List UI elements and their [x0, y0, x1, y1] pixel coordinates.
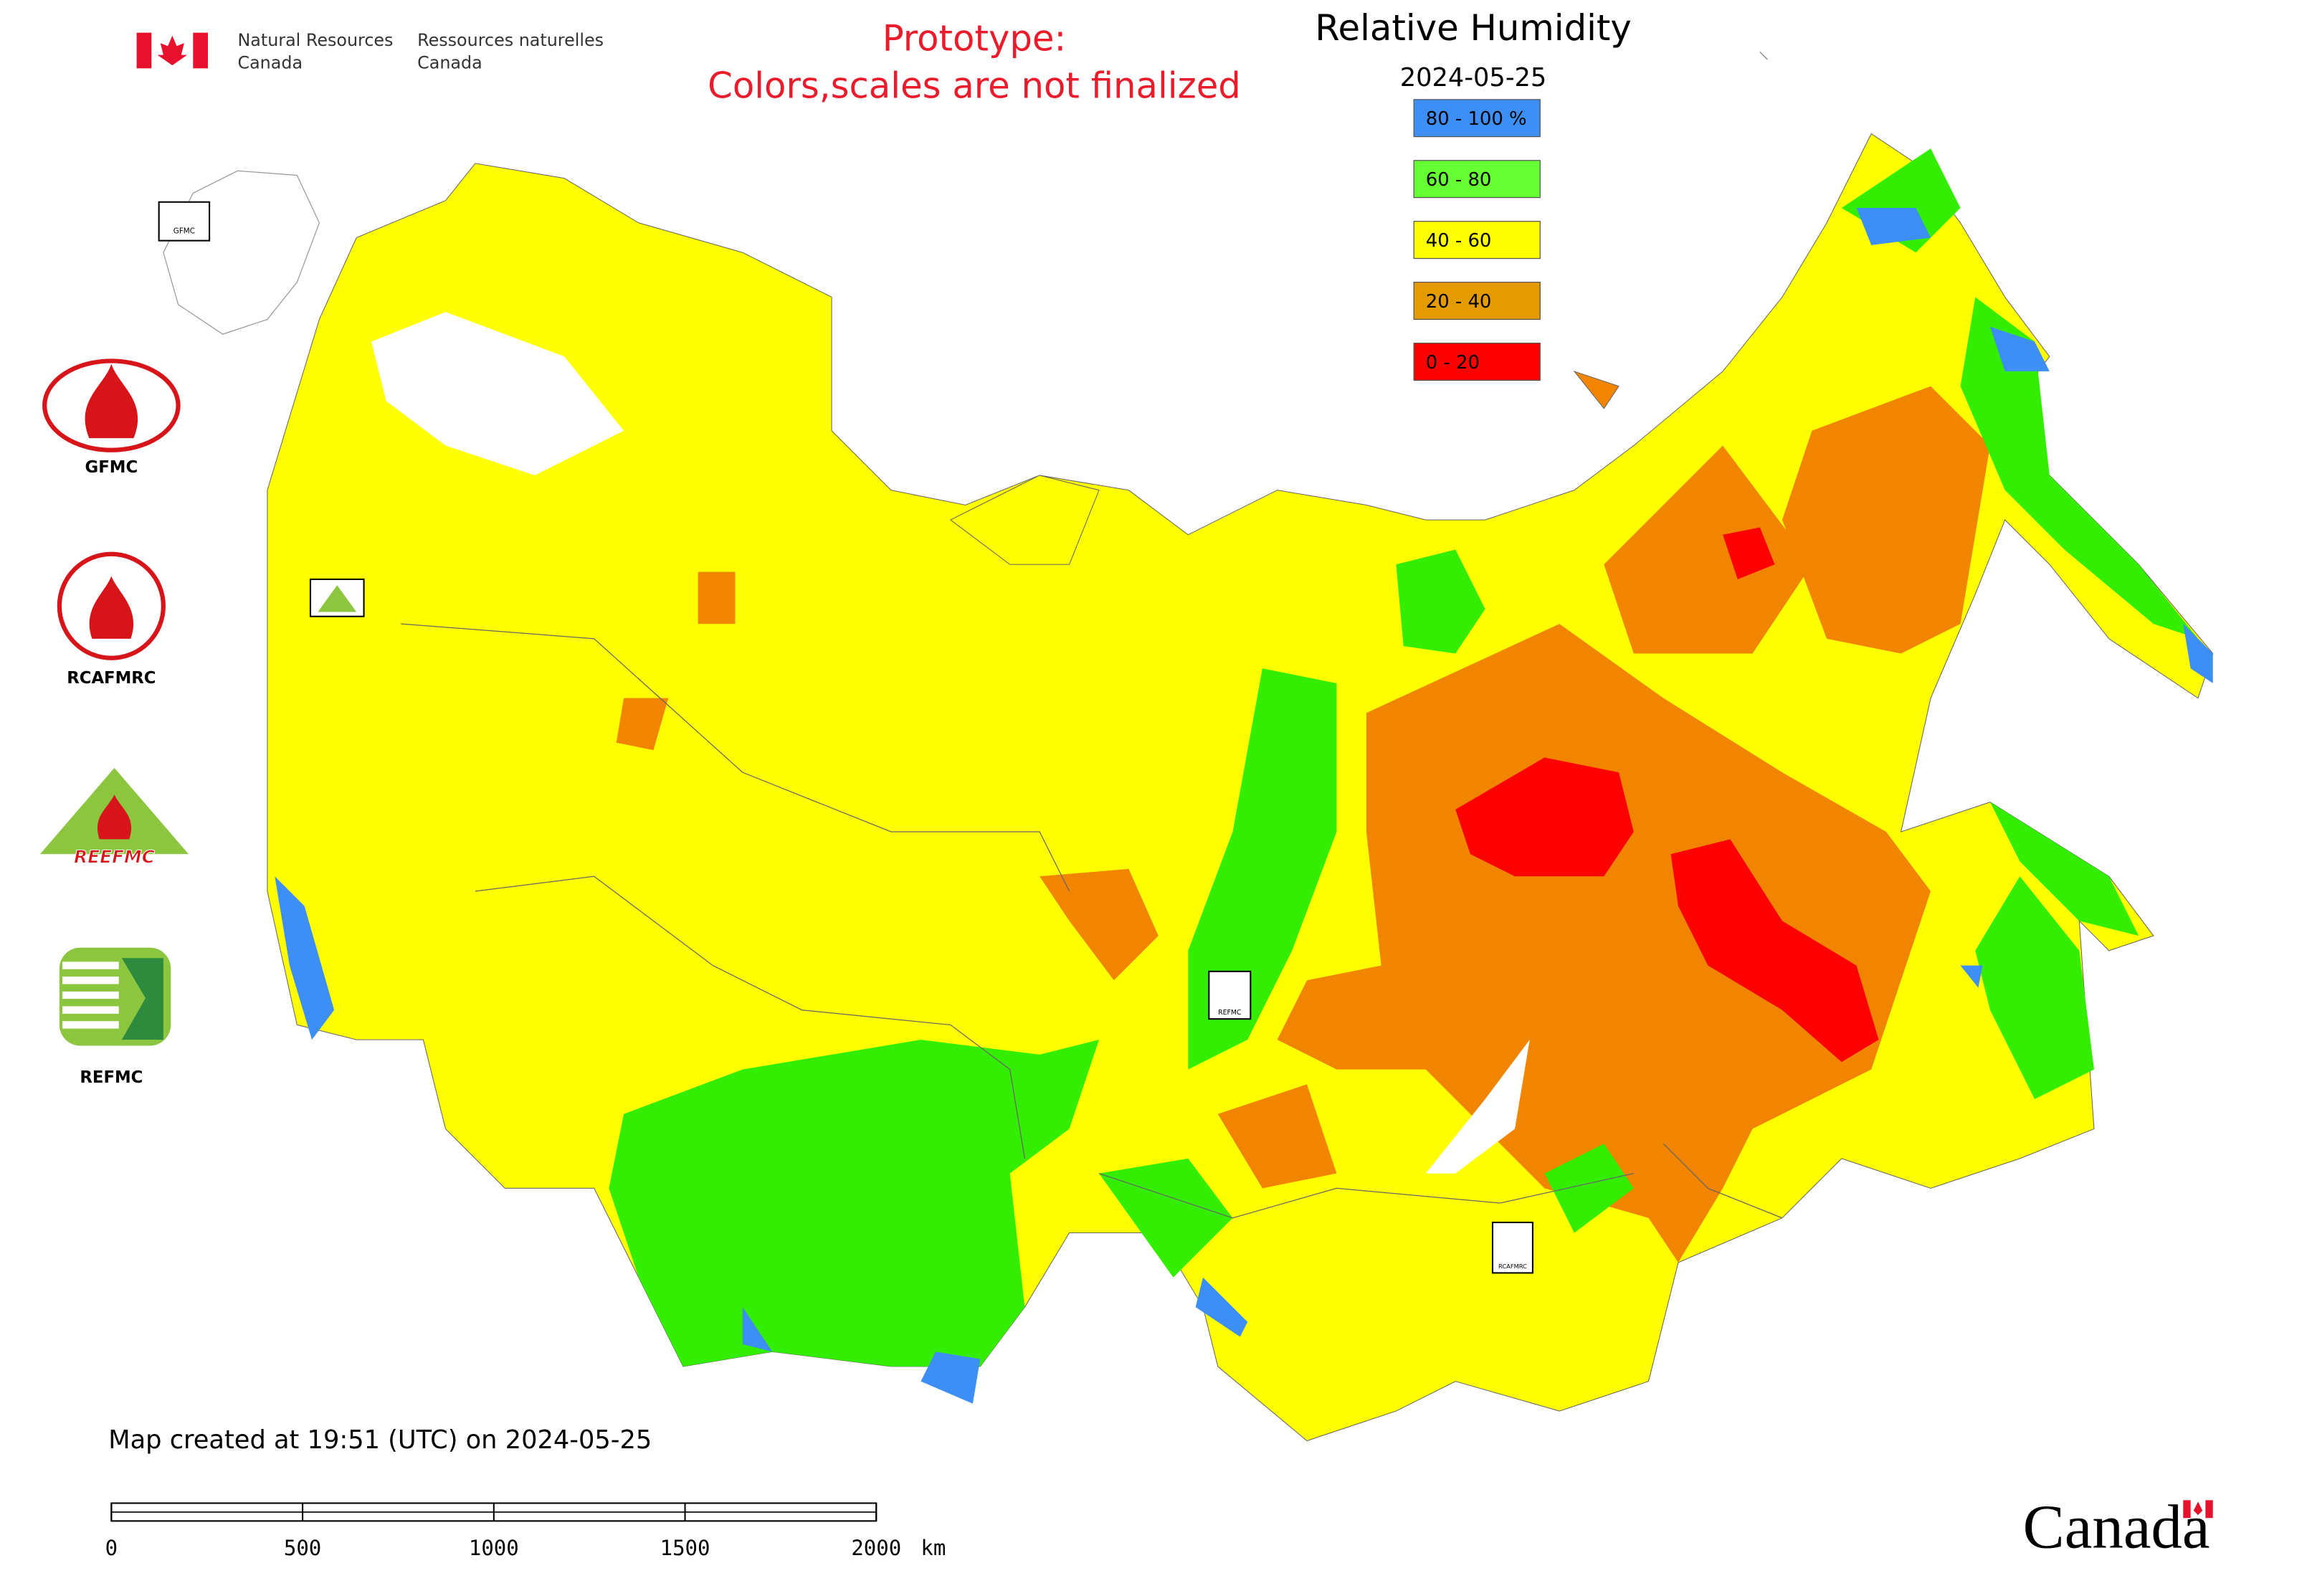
- legend-label: 40 - 60: [1426, 230, 1492, 252]
- logos: GFMC RCAFMRC REEFMC REFMC: [39, 358, 189, 1087]
- logo-label: GFMC: [85, 458, 138, 477]
- map-title: Relative Humidity: [1315, 7, 1632, 49]
- notice: Colors,scales are not finalized: [708, 65, 1241, 107]
- logo-flame: [97, 794, 132, 840]
- scandinavia-outline: [163, 170, 320, 335]
- marker-label: REFMC: [1218, 1009, 1241, 1017]
- legend-label: 0 - 20: [1426, 352, 1480, 374]
- lake: [371, 312, 624, 475]
- scale-label: 0: [105, 1536, 118, 1560]
- marker-box: [1208, 970, 1252, 1020]
- flag-bar: [2205, 1500, 2213, 1519]
- wordmark-flag: [2183, 1500, 2213, 1519]
- logo-stripes: [62, 961, 119, 1029]
- logo-sigma: [121, 958, 163, 1040]
- scale-label: 2000: [851, 1536, 901, 1560]
- legend-swatch: [1413, 221, 1541, 260]
- flag-bar: [136, 32, 152, 69]
- legend-swatch: [1413, 282, 1541, 320]
- marker-box: [158, 201, 211, 242]
- legend-swatch: [1413, 160, 1541, 199]
- scale-label: 1500: [660, 1536, 710, 1560]
- logo-flame: [85, 364, 138, 439]
- creation-note: Map created at 19:51 (UTC) on 2024-05-25: [108, 1425, 652, 1455]
- map: [163, 52, 2214, 1442]
- marker-box: [1491, 1221, 1533, 1274]
- legend-label: 80 - 100 %: [1426, 108, 1527, 130]
- scale-label: 1000: [469, 1536, 519, 1560]
- department-en: Natural Resources: [237, 30, 393, 50]
- scale-label: 500: [284, 1536, 321, 1560]
- legend-swatch: [1413, 342, 1541, 381]
- marker-label: GFMC: [173, 227, 195, 235]
- nrcan-signature: Natural Resources Canada Ressources natu…: [136, 30, 604, 72]
- department-en: Canada: [237, 52, 303, 72]
- logo-label: REEFMC: [74, 847, 155, 868]
- island: [1573, 52, 1768, 409]
- legend-swatch: [1413, 99, 1541, 138]
- map-date: 2024-05-25: [1400, 63, 1547, 92]
- dry-region: [616, 386, 1990, 1263]
- border: [401, 623, 1783, 1219]
- canada-wordmark: Canada: [2023, 1492, 2210, 1562]
- scale-unit: km: [921, 1536, 946, 1560]
- legend-label: 20 - 40: [1426, 291, 1492, 313]
- maple-leaf: [157, 35, 188, 66]
- department-fr: Ressources naturelles: [417, 30, 604, 50]
- marker-label: RCAFMRC: [1498, 1263, 1527, 1270]
- humid-region: [609, 148, 2198, 1367]
- scale-bar: 0 500 1000 1500 2000 km: [105, 1502, 946, 1560]
- flag-bar: [193, 32, 209, 69]
- maple-leaf: [2193, 1501, 2203, 1516]
- lake-baikal: [1425, 1040, 1530, 1174]
- centre-markers: GFMC REFMC RCAFMRC: [158, 201, 1533, 1274]
- department-fr: Canada: [417, 52, 482, 72]
- legend-label: 60 - 80: [1426, 169, 1492, 191]
- logo-label: RCAFMRC: [67, 669, 156, 688]
- marker-logo: [318, 585, 357, 612]
- legend: 80 - 100 % 60 - 80 40 - 60 20 - 40 0 - 20: [1413, 99, 1541, 381]
- island: [949, 475, 1100, 565]
- notice: Prototype:: [883, 17, 1067, 59]
- logo-label: REFMC: [80, 1068, 143, 1087]
- very-dry-region: [1455, 527, 1879, 1063]
- flag-bar: [2183, 1500, 2191, 1519]
- logo-flame: [89, 576, 134, 639]
